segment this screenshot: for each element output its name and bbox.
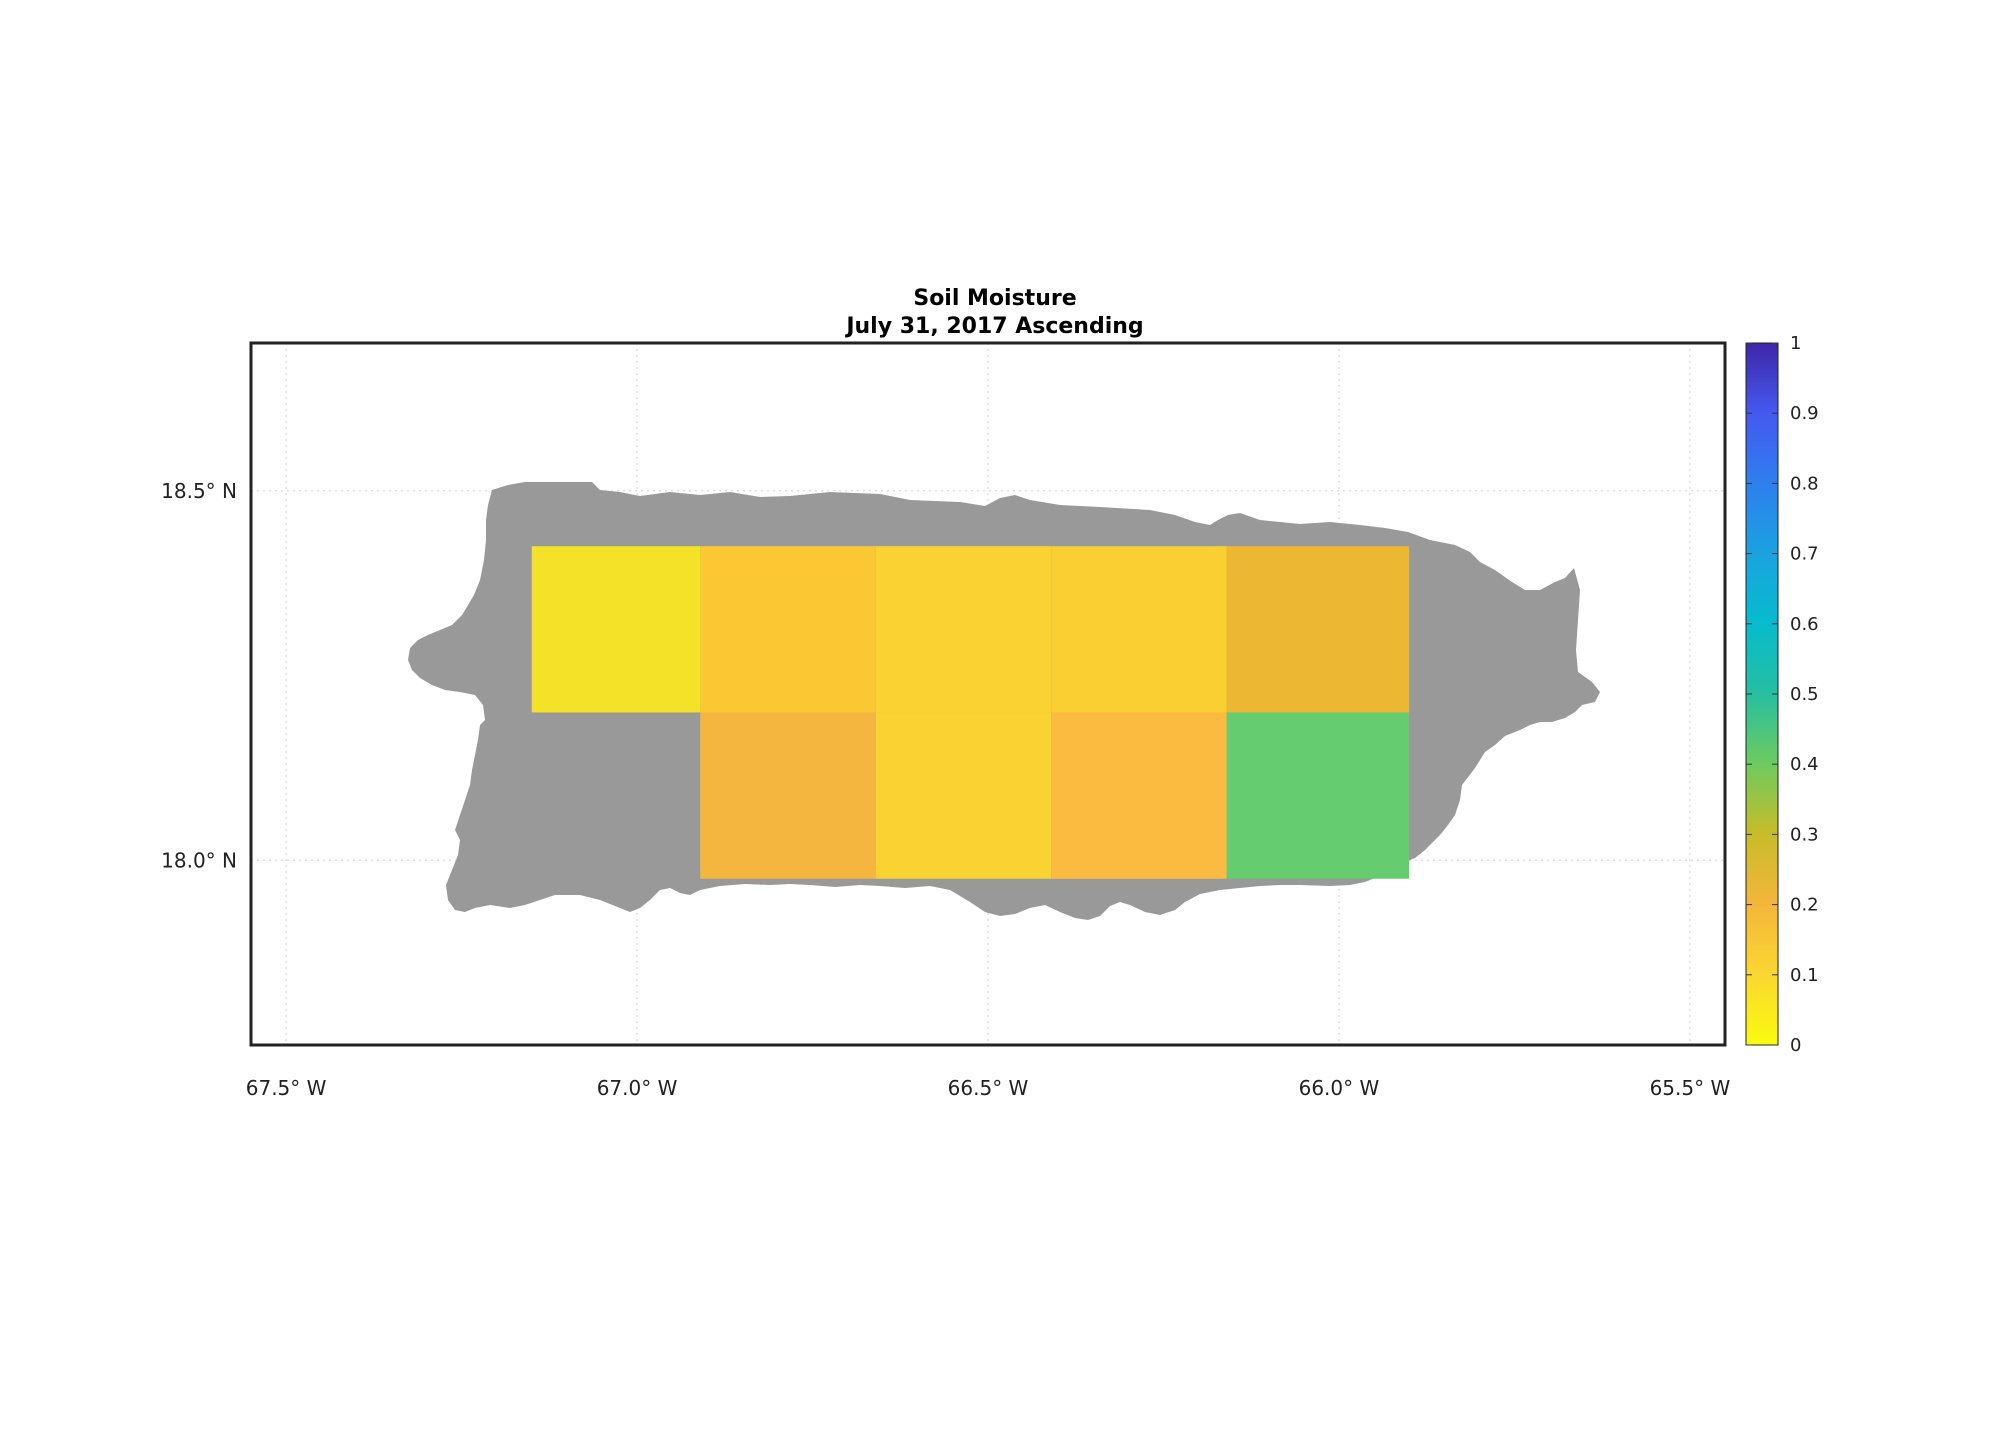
longitude-tick-labels: 67.5° W 67.0° W 66.5° W 66.0° W 65.5° W [246,1076,1731,1100]
lon-tick-label: 66.5° W [948,1076,1029,1100]
chart-title: Soil Moisture [913,286,1076,311]
colorbar-tick-label: 0.3 [1790,824,1819,845]
colorbar-tick-label: 0.4 [1790,754,1819,775]
soil-moisture-cell [875,546,1052,713]
colorbar-ticks: 0 0.1 0.2 0.3 0.4 0.5 0.6 0.7 0.8 0.9 1 [1746,333,1819,1056]
map-frame [249,341,1727,1047]
colorbar-tick-label: 0.2 [1790,895,1819,916]
colorbar-tick-label: 0.1 [1790,965,1819,986]
lon-tick-label: 65.5° W [1650,1076,1731,1100]
soil-moisture-cell [700,546,876,713]
lat-tick-label: 18.0° N [161,848,237,872]
lat-tick-label: 18.5° N [161,479,237,503]
latitude-tick-labels: 18.5° N 18.0° N [161,479,237,872]
colorbar-tick-label: 0.5 [1790,684,1819,705]
soil-moisture-cell [1051,712,1227,879]
colorbar-tick-label: 1 [1790,333,1801,354]
lon-tick-label: 67.5° W [246,1076,327,1100]
soil-moisture-cell [1226,546,1410,713]
colorbar-tick-label: 0.8 [1790,473,1819,494]
colorbar-tick-label: 0.6 [1790,614,1819,635]
colorbar-tick-label: 0.9 [1790,403,1819,424]
soil-moisture-cell [700,712,876,879]
chart-subtitle: July 31, 2017 Ascending [844,314,1143,339]
colorbar-tick-label: 0 [1790,1035,1801,1056]
soil-moisture-cell [875,712,1052,879]
lon-tick-label: 66.0° W [1299,1076,1380,1100]
soil-moisture-cell [1051,546,1227,713]
lon-tick-label: 67.0° W [597,1076,678,1100]
soil-moisture-cells [531,546,1410,879]
soil-moisture-cell [531,546,701,713]
colorbar-tick-label: 0.7 [1790,544,1819,565]
soil-moisture-cell [1226,712,1410,879]
